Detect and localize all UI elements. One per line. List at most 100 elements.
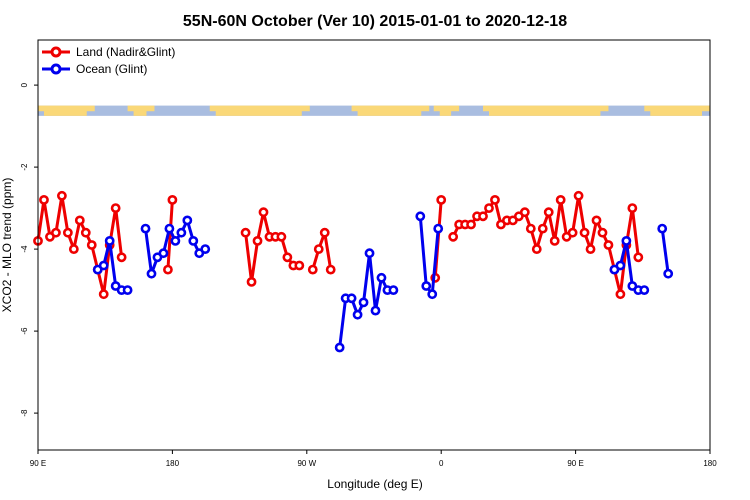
data-point (597, 227, 608, 238)
data-point (484, 203, 494, 213)
data-point (313, 244, 324, 254)
data-point (246, 276, 257, 287)
series-ocean (92, 211, 674, 353)
land-band-span (483, 105, 609, 112)
x-tick-label: 180 (703, 459, 717, 468)
data-point (200, 244, 211, 254)
data-point (294, 260, 305, 271)
data-point (585, 244, 596, 254)
data-point (167, 194, 178, 205)
data-point (490, 194, 500, 205)
data-point (98, 260, 109, 271)
data-point (448, 231, 459, 242)
legend-land-label: Land (Nadir&Glint) (76, 45, 175, 59)
legend-item-ocean: Ocean (Glint) (42, 62, 147, 76)
data-point (68, 244, 79, 254)
data-point (346, 293, 357, 304)
legend-ocean-label: Ocean (Glint) (76, 62, 147, 76)
land-band-span (215, 110, 302, 116)
data-point (39, 194, 49, 205)
data-point (51, 227, 61, 238)
data-point (319, 227, 330, 238)
y-tick-label: 0 (20, 82, 29, 87)
data-point (358, 297, 369, 308)
data-point (573, 190, 584, 201)
x-tick-labels: 90 E 180 90 W 0 90 E 180 (30, 459, 717, 468)
data-point (364, 248, 375, 259)
x-tick-label: 90 W (297, 459, 316, 468)
series-layer (33, 190, 674, 353)
data-point (80, 227, 91, 238)
data-point (591, 215, 602, 226)
land-band-span (44, 110, 87, 116)
land-band-span (644, 105, 710, 112)
legend-item-land: Land (Nadir&Glint) (42, 45, 175, 59)
data-point (325, 264, 336, 275)
data-point (307, 264, 318, 275)
data-point (116, 252, 127, 263)
land-ocean-band (38, 105, 710, 116)
land-band-span (650, 110, 702, 116)
data-point (555, 194, 566, 205)
data-point (140, 223, 151, 234)
data-point (86, 240, 97, 250)
data-point (176, 227, 187, 238)
land-band-span (439, 110, 452, 116)
data-point (663, 268, 674, 279)
data-point (579, 227, 590, 238)
data-point (163, 264, 173, 275)
data-point (433, 223, 444, 234)
y-tick-label: -2 (20, 163, 29, 171)
land-band-span (357, 110, 422, 116)
data-point (164, 223, 175, 234)
data-point (240, 227, 251, 238)
data-point (639, 285, 650, 295)
data-point (158, 248, 169, 259)
series-line (166, 199, 174, 270)
data-point (276, 231, 287, 242)
plot-ticks (34, 84, 711, 454)
data-point (603, 240, 614, 250)
land-band-span (127, 105, 155, 112)
data-point (370, 305, 381, 316)
series-line (418, 216, 440, 296)
data-point (62, 227, 73, 238)
data-point (421, 281, 432, 291)
data-point (621, 235, 632, 246)
data-point (567, 227, 578, 238)
data-point (252, 235, 263, 246)
data-point (415, 211, 426, 222)
x-tick-label: 180 (166, 459, 180, 468)
data-point (436, 194, 447, 205)
data-point (352, 309, 363, 320)
data-point (258, 207, 269, 218)
data-point (104, 235, 115, 246)
x-tick-label: 0 (439, 459, 444, 468)
data-point (627, 203, 638, 213)
land-band-span (489, 110, 601, 116)
x-tick-label: 90 E (30, 459, 46, 468)
data-point (478, 211, 488, 222)
data-point (146, 268, 157, 279)
land-band-span (433, 105, 460, 112)
y-tick-label: -6 (20, 327, 29, 335)
data-point (334, 342, 345, 353)
data-point (182, 215, 193, 226)
series-line (244, 210, 300, 284)
data-point (633, 252, 644, 263)
y-tick-label: -8 (20, 409, 29, 417)
data-point (531, 244, 542, 254)
legend-ocean-marker (50, 63, 62, 75)
land-band-span (133, 110, 147, 116)
plot-frame (37, 39, 711, 451)
data-point (519, 207, 530, 218)
series-line (660, 228, 670, 274)
series-land (33, 190, 644, 300)
data-point (615, 289, 626, 300)
land-band-span (38, 105, 95, 112)
data-point (657, 223, 668, 234)
land-band-span (209, 105, 310, 112)
y-tick-labels: 0 -2 -4 -6 -8 (20, 82, 29, 416)
data-point (525, 223, 536, 234)
